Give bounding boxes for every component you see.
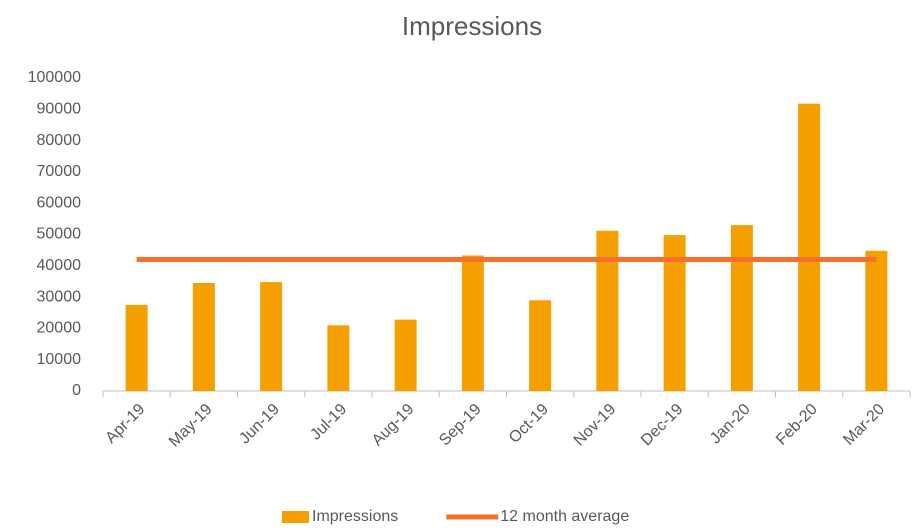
x-tick-label: Jul-19 xyxy=(307,401,350,444)
bar xyxy=(394,319,417,391)
bar xyxy=(327,325,350,391)
bar xyxy=(596,230,619,391)
bar xyxy=(125,304,148,391)
bar xyxy=(798,103,821,391)
legend-label: Impressions xyxy=(312,508,398,525)
bar xyxy=(192,283,215,391)
chart-title: Impressions xyxy=(402,11,542,41)
x-tick-label: Sep-19 xyxy=(436,401,485,450)
y-tick-label: 30000 xyxy=(37,288,82,305)
legend-swatch xyxy=(282,511,309,523)
x-tick-label: Apr-19 xyxy=(102,401,148,447)
bar xyxy=(730,225,753,391)
y-tick-label: 40000 xyxy=(37,257,82,274)
bar xyxy=(260,282,283,391)
x-tick-label: Jan-20 xyxy=(707,401,754,448)
x-tick-label: Oct-19 xyxy=(506,401,552,447)
bar xyxy=(461,255,484,391)
x-tick-label: Mar-20 xyxy=(840,401,888,449)
y-tick-label: 0 xyxy=(72,382,81,399)
legend-label: 12 month average xyxy=(500,508,629,525)
y-tick-label: 100000 xyxy=(28,69,81,86)
x-tick-label: Jun-19 xyxy=(236,401,283,448)
y-tick-label: 10000 xyxy=(37,351,82,368)
y-tick-label: 80000 xyxy=(37,132,82,149)
y-tick-label: 50000 xyxy=(37,226,82,243)
x-tick-label: Feb-20 xyxy=(773,401,821,449)
y-tick-label: 20000 xyxy=(37,320,82,337)
x-tick-label: Nov-19 xyxy=(571,401,620,450)
x-tick-label: Dec-19 xyxy=(638,401,687,450)
bar xyxy=(529,300,552,391)
bar xyxy=(865,250,888,391)
y-tick-label: 60000 xyxy=(37,194,82,211)
bar xyxy=(663,235,686,391)
x-tick-label: Aug-19 xyxy=(369,401,418,450)
x-tick-label: May-19 xyxy=(166,401,216,451)
y-tick-label: 70000 xyxy=(37,163,82,180)
y-tick-label: 90000 xyxy=(37,101,82,118)
